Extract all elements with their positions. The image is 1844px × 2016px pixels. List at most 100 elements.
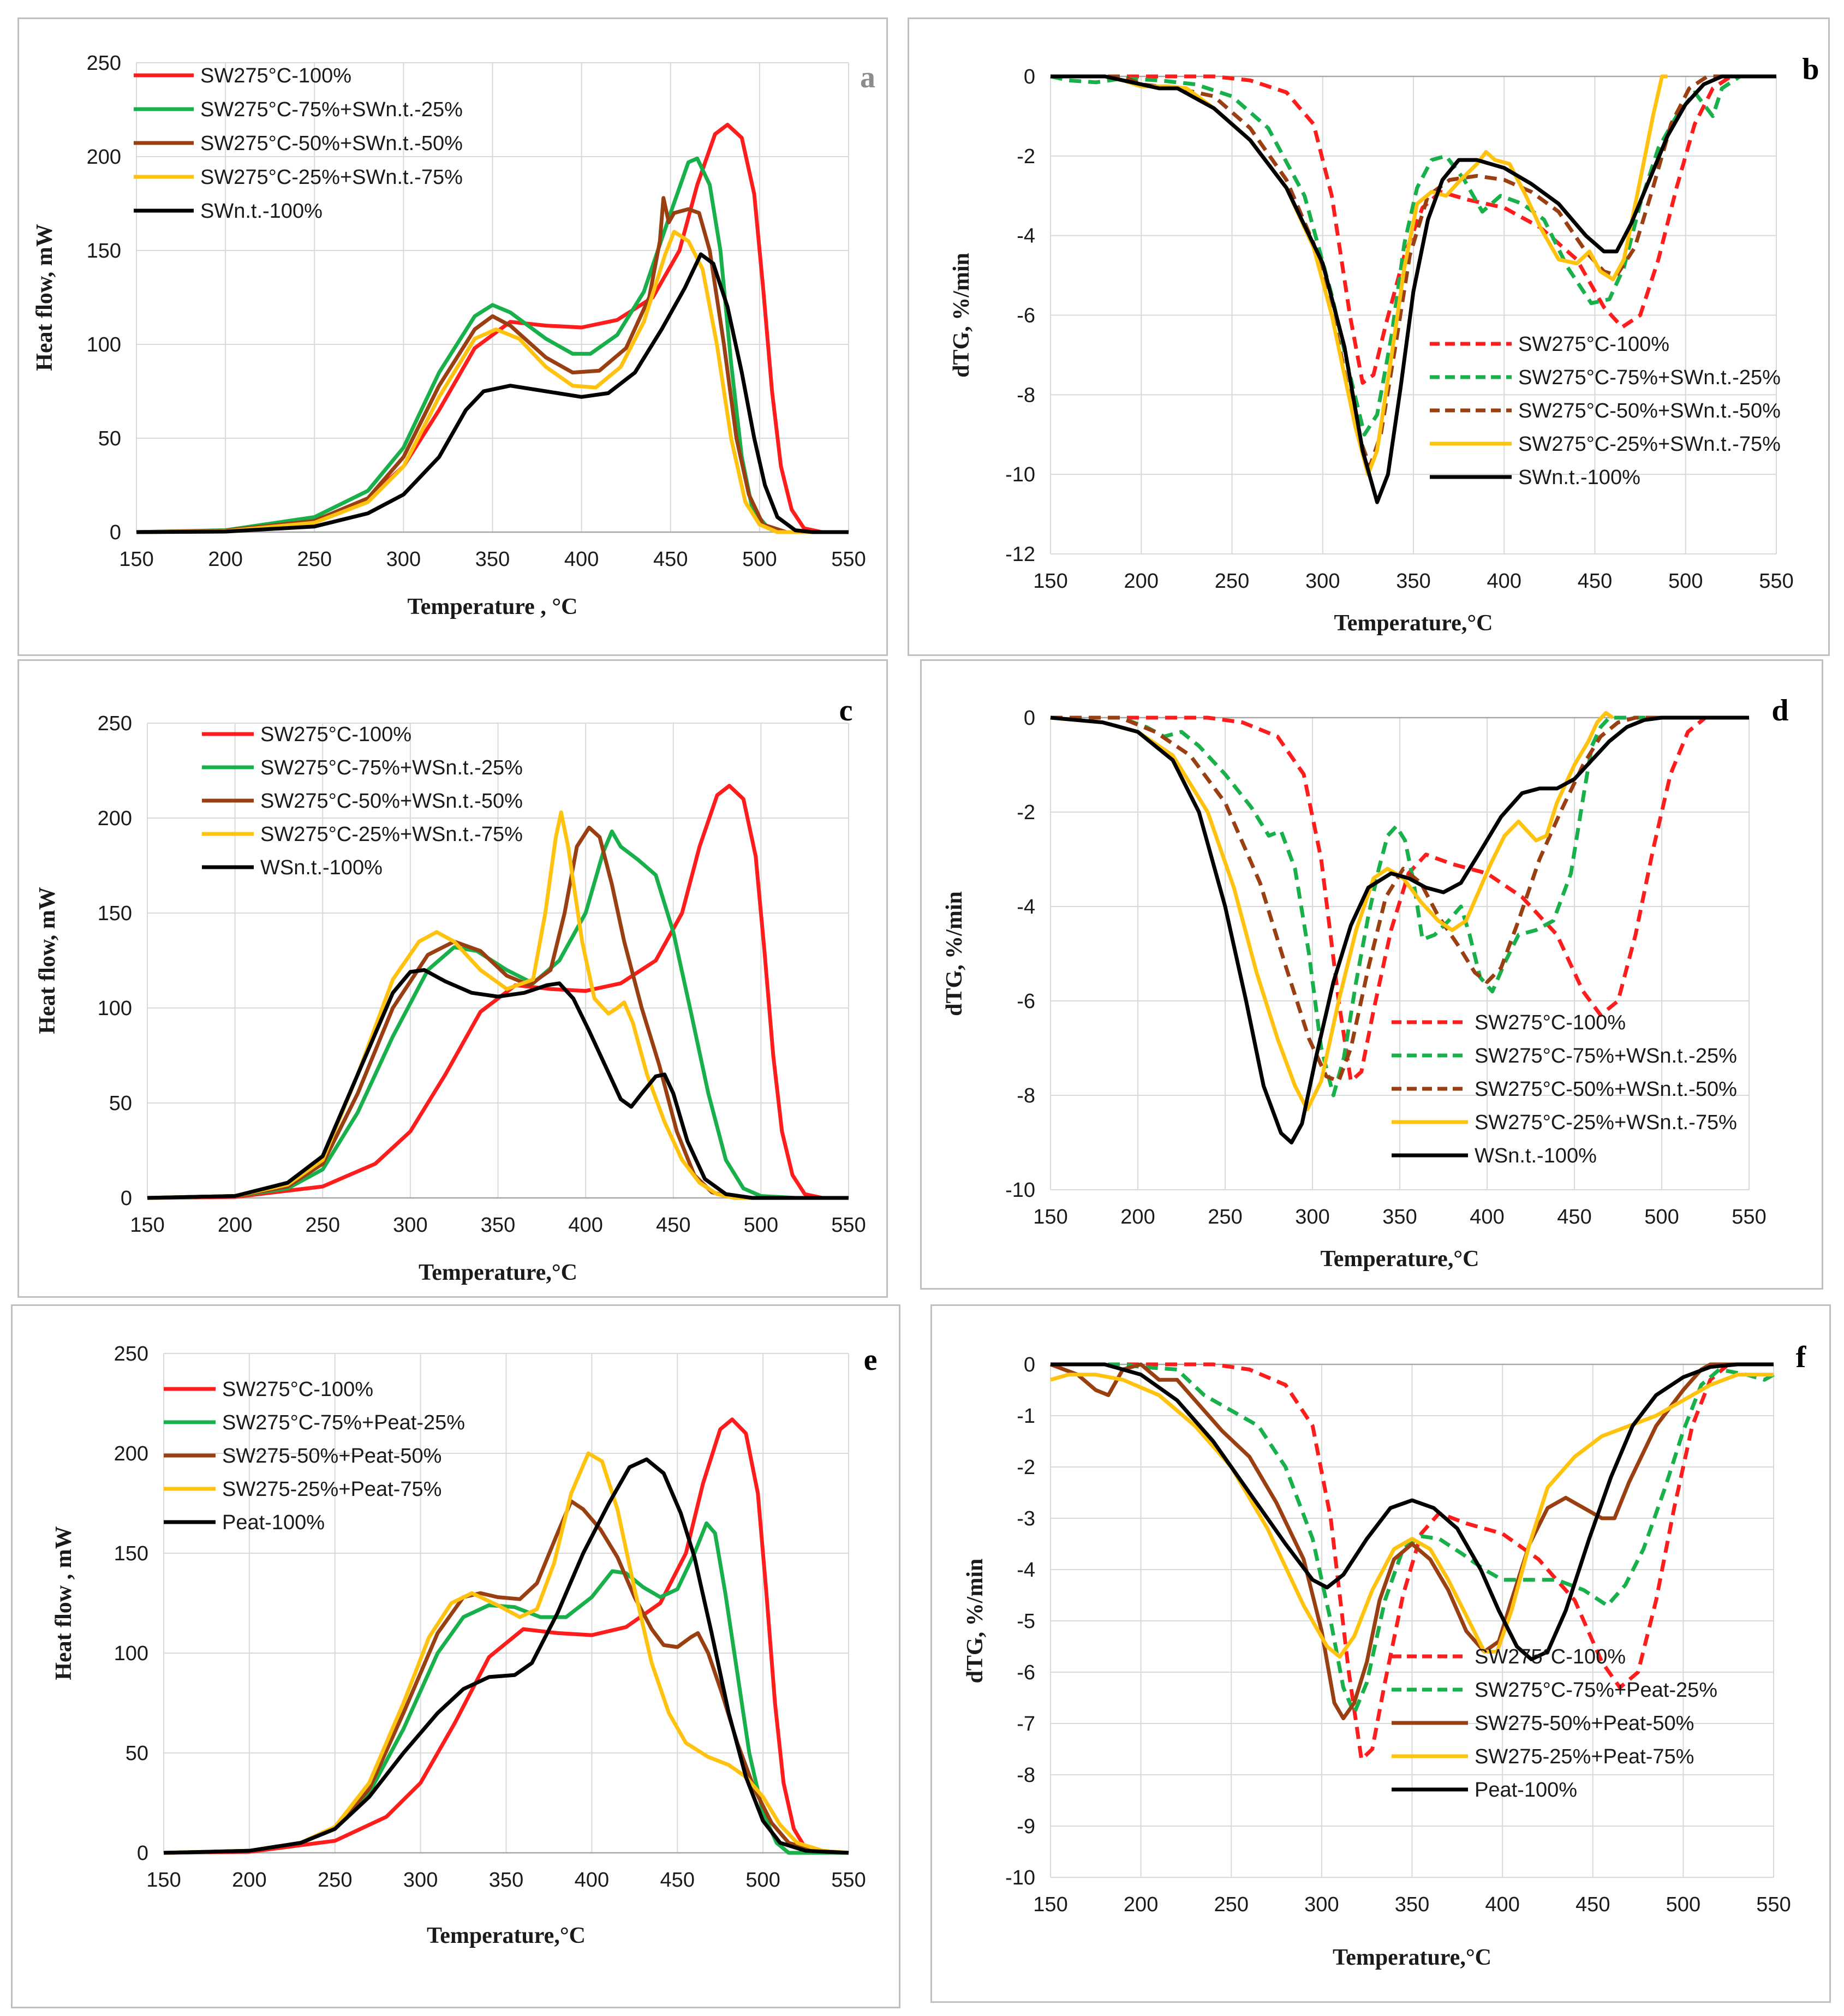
y-tick-label: -4 bbox=[1017, 896, 1035, 918]
legend-label: SW275°C-50%+SWn.t.-50% bbox=[1518, 399, 1781, 422]
x-tick-label: 200 bbox=[218, 1214, 252, 1237]
legend-label: SW275°C-75%+WSn.t.-25% bbox=[260, 756, 523, 779]
y-axis-title: dTG, %/min bbox=[942, 891, 967, 1016]
series-line-sw275-c-25-wsn-t-75 bbox=[1050, 711, 1614, 1112]
legend: SW275°C-100% SW275°C-75%+Peat-25% SW275-50… bbox=[164, 1378, 465, 1534]
x-axis-title: Temperature,°C bbox=[1333, 1945, 1491, 1970]
x-tick-label: 350 bbox=[475, 548, 510, 571]
x-tick-label: 500 bbox=[744, 1214, 778, 1237]
legend-label: SW275°C-100% bbox=[222, 1378, 373, 1401]
y-tick-label: 100 bbox=[98, 997, 132, 1020]
x-tick-label: 200 bbox=[1124, 570, 1159, 593]
y-tick-label: -2 bbox=[1017, 145, 1035, 168]
x-tick-label: 250 bbox=[1215, 570, 1249, 593]
y-tick-label: 250 bbox=[98, 712, 132, 735]
y-tick-label: -9 bbox=[1017, 1815, 1035, 1838]
x-tick-label: 350 bbox=[1396, 570, 1430, 593]
legend-label: SW275°C-75%+Peat-25% bbox=[1475, 1679, 1717, 1702]
series-line-sw275-c-100 bbox=[147, 784, 849, 1200]
legend-label: WSn.t.-100% bbox=[260, 856, 383, 879]
legend-label: SW275°C-50%+SWn.t.-50% bbox=[200, 132, 463, 155]
x-tick-label: 400 bbox=[1470, 1206, 1504, 1228]
legend-label: SW275°C-100% bbox=[200, 64, 351, 87]
panel-letter-b: b bbox=[1802, 52, 1819, 86]
x-tick-label: 550 bbox=[831, 1869, 866, 1892]
y-tick-label: 50 bbox=[98, 427, 121, 450]
y-tick-label: -2 bbox=[1017, 801, 1035, 824]
y-tick-label: -7 bbox=[1017, 1713, 1035, 1735]
x-tick-label: 150 bbox=[119, 548, 153, 571]
y-tick-label: 150 bbox=[98, 902, 132, 925]
x-tick-label: 350 bbox=[481, 1214, 515, 1237]
y-tick-label: -6 bbox=[1017, 1661, 1035, 1684]
y-tick-label: 150 bbox=[114, 1542, 148, 1565]
x-tick-label: 250 bbox=[297, 548, 332, 571]
series-line-sw275-c-100 bbox=[163, 1417, 849, 1855]
x-tick-label: 300 bbox=[403, 1869, 438, 1892]
series-line-sw275-25-peat-75 bbox=[163, 1451, 849, 1855]
y-tick-label: -8 bbox=[1017, 1764, 1035, 1787]
x-tick-label: 200 bbox=[232, 1869, 266, 1892]
series-line-sw275-c-25-swn-t-75 bbox=[136, 230, 849, 534]
y-tick-label: -8 bbox=[1017, 384, 1035, 407]
series-line-sw275-c-50-swn-t-50 bbox=[1051, 74, 1776, 469]
x-tick-label: 150 bbox=[146, 1869, 181, 1892]
legend-label: SW275°C-25%+WSn.t.-75% bbox=[260, 823, 523, 846]
series-line-sw275-c-50-wsn-t-50 bbox=[1051, 715, 1749, 1083]
legend-label: SW275°C-100% bbox=[1475, 1645, 1626, 1668]
x-tick-label: 400 bbox=[575, 1869, 609, 1892]
y-tick-label: -4 bbox=[1017, 225, 1035, 248]
x-tick-label: 450 bbox=[653, 548, 688, 571]
legend-label: SW275°C-75%+SWn.t.-25% bbox=[200, 98, 463, 121]
x-tick-label: 200 bbox=[208, 548, 242, 571]
x-tick-label: 500 bbox=[1668, 570, 1703, 593]
legend-label: SW275°C-100% bbox=[1518, 333, 1669, 356]
series-line-sw275-c-100 bbox=[1051, 715, 1749, 1083]
legend-label: SW275-25%+Peat-75% bbox=[222, 1478, 441, 1501]
legend-label: WSn.t.-100% bbox=[1475, 1144, 1597, 1167]
series-line-peat-100 bbox=[1051, 1362, 1774, 1661]
x-tick-label: 300 bbox=[1305, 570, 1340, 593]
series-line-sw275-c-50-swn-t-50 bbox=[136, 196, 849, 534]
x-tick-label: 400 bbox=[1485, 1893, 1519, 1916]
legend-label: SW275°C-75%+SWn.t.-25% bbox=[1518, 366, 1781, 389]
series-line-sw275-25-peat-75 bbox=[1050, 1373, 1774, 1659]
x-tick-label: 300 bbox=[1295, 1206, 1329, 1228]
x-tick-label: 400 bbox=[564, 548, 599, 571]
x-tick-label: 550 bbox=[831, 1214, 866, 1237]
y-tick-label: 250 bbox=[114, 1343, 148, 1365]
y-tick-label: 250 bbox=[87, 52, 121, 75]
x-tick-label: 150 bbox=[130, 1214, 164, 1237]
series-line-sw275-c-50-wsn-t-50 bbox=[147, 825, 849, 1200]
x-tick-label: 250 bbox=[1214, 1893, 1249, 1916]
y-tick-label: 0 bbox=[137, 1842, 148, 1865]
chart-b: 150 200 250 300 350 400 450 500 550 0 -2 -4 -6 -8 -10 -… bbox=[949, 52, 1819, 636]
y-tick-label: 50 bbox=[109, 1092, 132, 1115]
y-tick-label: 0 bbox=[1024, 65, 1035, 88]
legend-label: SW275-50%+Peat-50% bbox=[1475, 1712, 1694, 1735]
y-tick-label: -12 bbox=[1005, 543, 1035, 566]
series-line-sw275-c-100 bbox=[1051, 1362, 1774, 1762]
series-line-wsn-t-100 bbox=[147, 968, 849, 1200]
y-tick-label: -6 bbox=[1017, 990, 1035, 1013]
x-axis-title: Temperature,°C bbox=[419, 1260, 577, 1285]
legend-label: SW275-50%+Peat-50% bbox=[222, 1445, 441, 1468]
legend-label: SW275°C-25%+WSn.t.-75% bbox=[1475, 1111, 1737, 1134]
legend: SW275°C-100% SW275°C-75%+WSn.t.-25% SW275°… bbox=[202, 723, 523, 879]
panel-letter-f: f bbox=[1796, 1340, 1807, 1374]
legend-label: SW275°C-100% bbox=[260, 723, 411, 746]
panel-letter-a: a bbox=[860, 61, 875, 94]
legend-label: SW275°C-25%+SWn.t.-75% bbox=[1518, 433, 1781, 456]
chart-d: 150 200 250 300 350 400 450 500 550 0 -2 -4 -6 -8 -10 T… bbox=[942, 694, 1789, 1272]
y-tick-label: -3 bbox=[1017, 1507, 1035, 1530]
y-axis-title: Heat flow , mW bbox=[51, 1526, 76, 1680]
x-tick-label: 350 bbox=[1395, 1893, 1429, 1916]
x-tick-label: 450 bbox=[656, 1214, 690, 1237]
legend: SW275°C-100% SW275°C-75%+SWn.t.-25% SW275°… bbox=[1430, 333, 1781, 489]
series-line-swn-t-100 bbox=[1051, 74, 1776, 504]
series-line-sw275-c-75-peat-25 bbox=[163, 1521, 849, 1855]
y-tick-label: 0 bbox=[110, 521, 121, 544]
x-tick-label: 500 bbox=[742, 548, 777, 571]
x-tick-label: 300 bbox=[393, 1214, 427, 1237]
legend-label: SW275°C-50%+WSn.t.-50% bbox=[260, 790, 523, 813]
